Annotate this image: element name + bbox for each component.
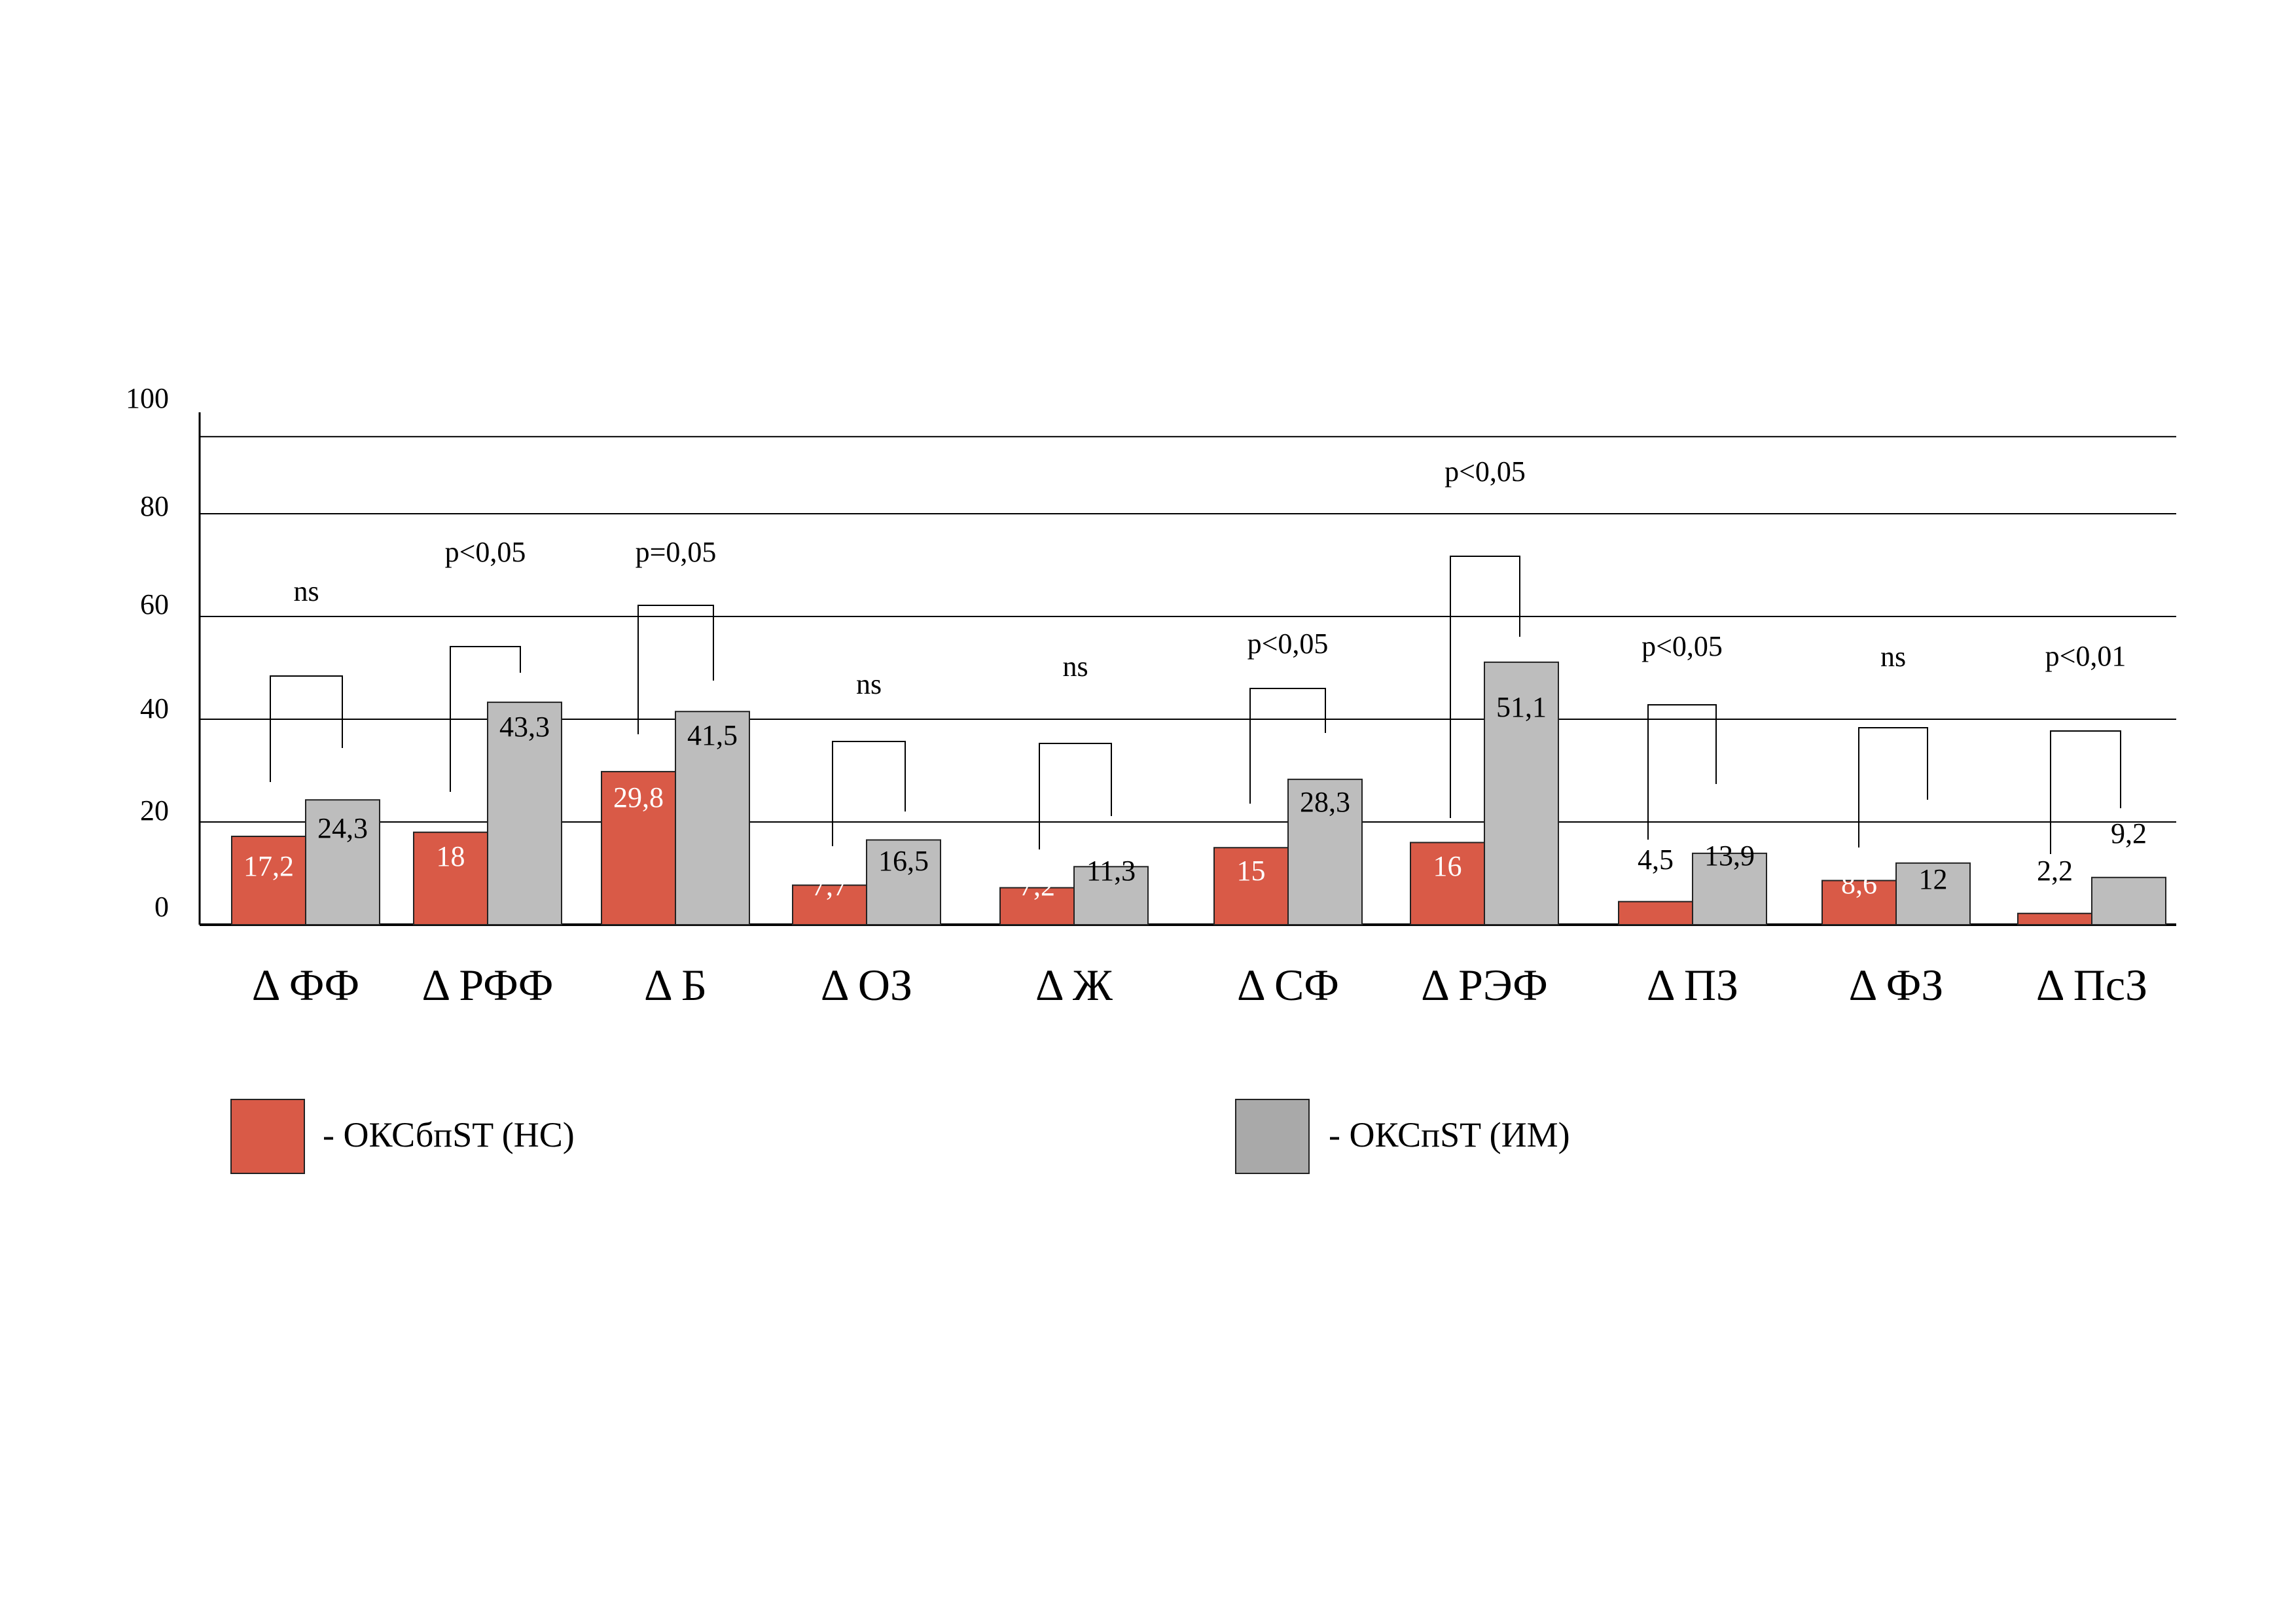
legend-swatch-im (1235, 1099, 1310, 1174)
significance-label: ns (856, 668, 882, 700)
significance-label: p<0,01 (2045, 640, 2126, 672)
bar-nc (601, 771, 676, 925)
data-label-nc: 29,8 (613, 781, 664, 813)
bar-im (866, 839, 941, 925)
category-label: Δ Б (644, 960, 707, 1010)
data-label-nc: 2,2 (2037, 855, 2073, 887)
significance-label: ns (293, 575, 319, 607)
data-label-nc: 7,2 (1019, 870, 1055, 902)
bar-nc (1618, 901, 1693, 926)
legend-swatch-nc (230, 1099, 305, 1174)
significance-bracket (450, 646, 521, 792)
data-label-im: 9,2 (2111, 817, 2147, 849)
y-tick-label: 80 (140, 490, 169, 522)
significance-label: p<0,05 (1444, 455, 1526, 488)
category-label: Δ РЭФ (1421, 960, 1548, 1010)
labels-layer: 17,2 24,3 Δ ФФ 18 43,3 Δ РФФ 29,8 41,5 Δ Б 7,7 16,… (243, 691, 2147, 1010)
significance-bracket (832, 741, 906, 846)
data-label-nc: 4,5 (1638, 844, 1674, 876)
bar-nc (1410, 842, 1485, 926)
bar-im (1287, 778, 1363, 925)
category-label: Δ ПсЗ (2036, 960, 2147, 1010)
category-label: Δ ОЗ (821, 960, 912, 1010)
category-label: Δ Ж (1035, 960, 1113, 1010)
category-label: Δ ФЗ (1849, 960, 1944, 1010)
significance-label: ns (1062, 651, 1088, 683)
data-label-im: 12 (1919, 863, 1948, 895)
data-label-im: 28,3 (1300, 786, 1350, 818)
legend: - ОКСбпST (НС) - ОКСпST (ИМ) (230, 1099, 1570, 1174)
data-label-nc: 17,2 (243, 850, 294, 882)
legend-label-im: - ОКСпST (ИМ) (1329, 1115, 1570, 1154)
bar-im (1073, 866, 1149, 926)
significance-bracket (1858, 727, 1928, 847)
significance-bracket (2050, 730, 2121, 854)
legend-label-nc: - ОКСбпST (НС) (323, 1115, 575, 1154)
y-tick-label: 100 (126, 382, 169, 414)
data-label-im: 13,9 (1704, 840, 1755, 872)
significance-bracket (270, 675, 343, 782)
data-label-nc: 7,7 (812, 870, 848, 902)
significance-bracket (637, 605, 714, 734)
category-label: Δ ПЗ (1647, 960, 1738, 1010)
y-tick-label: 0 (154, 891, 169, 923)
data-label-im: 51,1 (1496, 691, 1547, 723)
bar-nc (1821, 880, 1897, 925)
category-label: Δ СФ (1237, 960, 1339, 1010)
y-tick-label: 20 (140, 794, 169, 827)
bar-im (487, 702, 562, 925)
data-label-nc: 16 (1433, 850, 1462, 882)
data-label-im: 11,3 (1086, 855, 1136, 887)
data-label-nc: 18 (437, 840, 465, 872)
significance-bracket (1039, 743, 1112, 849)
bar-nc (999, 887, 1075, 925)
significance-label: ns (1880, 641, 1906, 673)
significance-label: p<0,05 (1641, 630, 1723, 662)
bar-im (1484, 661, 1559, 925)
bar-nc (2017, 912, 2092, 925)
data-label-im: 41,5 (687, 719, 738, 751)
data-label-im: 43,3 (499, 711, 550, 743)
bar-im (305, 799, 380, 925)
y-tick-label: 60 (140, 588, 169, 620)
bar-nc (792, 884, 867, 926)
bar-im (1895, 862, 1971, 926)
bar-im (1692, 852, 1767, 926)
bar-nc (1213, 847, 1289, 925)
bar-im (675, 711, 750, 925)
bar-im (2091, 876, 2166, 926)
bar-nc (231, 835, 306, 925)
significance-label: p<0,05 (445, 536, 526, 568)
bar-nc (413, 831, 488, 925)
data-label-im: 16,5 (878, 845, 929, 877)
category-label: Δ ФФ (252, 960, 359, 1010)
data-label-nc: 8,6 (1841, 868, 1877, 900)
category-label: Δ РФФ (422, 960, 553, 1010)
significance-bracket (1249, 688, 1326, 804)
bars-layer (231, 661, 2166, 926)
y-tick-label: 40 (140, 692, 169, 724)
significance-bracket (1647, 704, 1717, 840)
significance-bracket (1450, 556, 1520, 818)
significance-label: p<0,05 (1247, 628, 1329, 660)
data-label-im: 24,3 (317, 812, 368, 844)
data-label-nc: 15 (1237, 855, 1266, 887)
brackets-layer: ns p<0,05 p=0,05 ns ns p<0,05 p<0,05 p<0,05 ns p<… (270, 455, 2126, 854)
significance-label: p=0,05 (636, 536, 717, 568)
